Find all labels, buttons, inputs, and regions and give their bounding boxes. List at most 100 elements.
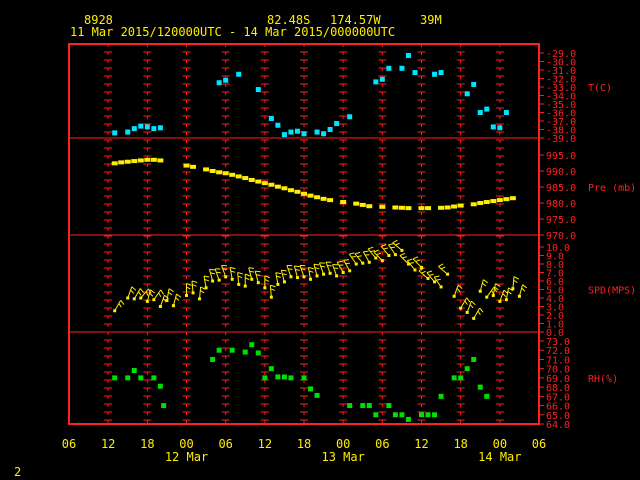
wind-barb-shaft	[191, 280, 194, 293]
pres-point	[274, 184, 281, 189]
wind-barb-feather	[399, 252, 406, 256]
wind-barb-point	[263, 286, 267, 290]
wind-barb-shaft	[127, 286, 133, 299]
x-axis-labels: 06 12 18 00 06 12 18 00 06 12 18 00 06	[62, 437, 546, 451]
wind-barb-shaft	[313, 264, 318, 277]
wind-barb-feather	[483, 279, 488, 284]
wind-barb	[418, 267, 430, 280]
wind-barb	[113, 300, 125, 313]
pres-point	[307, 193, 314, 198]
wind-barb-feather	[456, 288, 461, 292]
wind-barb	[354, 251, 365, 265]
y-tick-label: 980.0	[546, 199, 576, 210]
wind-barb	[392, 239, 404, 252]
wind-barb-shaft	[159, 295, 165, 307]
pres-point	[281, 186, 288, 191]
pres-point	[242, 176, 249, 181]
wind-barb-point	[439, 285, 443, 289]
wind-barb-feather	[200, 290, 205, 294]
wind-barb-point	[204, 286, 208, 290]
wind-barb-point	[393, 253, 397, 257]
pres-point	[503, 197, 510, 202]
wind-barb	[165, 288, 174, 303]
x-tick-label: 00	[179, 437, 193, 451]
wind-barb-point	[478, 289, 482, 293]
wind-barb	[362, 250, 371, 264]
wind-barb-point	[426, 276, 430, 280]
wind-barb-feather	[349, 252, 355, 255]
wind-barb	[152, 289, 165, 302]
y-tick-label: -38.0	[546, 126, 576, 137]
wind-barb	[504, 287, 514, 302]
y-tick-label: -30.0	[546, 58, 576, 69]
wind-barb-point	[413, 268, 417, 272]
rh-point	[262, 375, 268, 381]
station-lon: 174.57W	[330, 13, 381, 27]
wind-barb	[145, 289, 156, 303]
pres-point	[340, 200, 347, 205]
spd-series	[113, 239, 528, 320]
pres-point	[314, 195, 321, 200]
temp-point	[125, 129, 131, 135]
wind-barb-feather	[164, 294, 169, 300]
wind-barb-feather	[308, 266, 314, 270]
wind-barb-point	[282, 280, 286, 284]
y-tick-label: -37.0	[546, 117, 576, 128]
spd-axis-label: SPD(MPS)	[588, 286, 636, 297]
wind-barb-feather	[470, 300, 476, 306]
wind-barb-feather	[376, 252, 381, 256]
y-tick-label: 995.0	[546, 151, 576, 162]
wind-barb-shaft	[299, 265, 305, 277]
wind-barb	[313, 263, 320, 278]
wind-barb-point	[459, 306, 463, 310]
wind-barb-point	[276, 282, 280, 286]
pres-point	[190, 164, 197, 169]
wind-barb-feather	[363, 250, 369, 253]
wind-barb-point	[380, 259, 384, 263]
temp-point	[373, 79, 379, 85]
wind-barb-point	[511, 287, 515, 291]
pres-point	[457, 203, 464, 208]
wind-barb-feather	[175, 297, 180, 301]
wind-barb-shaft	[438, 266, 448, 275]
y-tick-label: 0.0	[546, 328, 564, 339]
wind-barb-point	[302, 275, 306, 279]
x-tick-label: 18	[140, 437, 154, 451]
wind-barb-feather	[248, 267, 255, 269]
wind-barb-shaft	[343, 260, 351, 272]
wind-barb-shaft	[367, 248, 377, 259]
y-tick-label: -35.0	[546, 100, 576, 111]
pres-point	[261, 181, 268, 186]
temp-point	[321, 131, 327, 137]
wind-barb-shaft	[380, 245, 390, 256]
wind-barb-shaft	[319, 262, 325, 275]
wind-barb-feather	[168, 291, 173, 296]
wind-barb-shaft	[505, 287, 509, 300]
wind-barb-shaft	[492, 283, 496, 296]
wind-barb-feather	[440, 266, 446, 270]
rh-point	[399, 412, 405, 418]
pres-point	[209, 169, 216, 173]
wind-barb-shaft	[275, 272, 279, 285]
grid-lines	[104, 44, 504, 424]
wind-barb-feather	[282, 273, 287, 276]
wind-barb-shaft	[209, 269, 214, 282]
wind-barb-feather	[495, 283, 501, 287]
temp-point	[268, 115, 274, 121]
wind-barb-feather	[494, 286, 499, 291]
wind-barb-point	[446, 272, 450, 276]
y-tick-label: -39.0	[546, 134, 576, 145]
y-tick-label: 1.0	[546, 320, 564, 331]
day-label: 13 Mar	[321, 450, 364, 464]
wind-barb-feather	[418, 267, 424, 272]
wind-barb	[126, 286, 137, 300]
wind-barb-point	[171, 304, 175, 308]
wind-barb-feather	[203, 275, 210, 278]
pres-point	[222, 171, 229, 176]
y-tick-label: 6.0	[546, 277, 564, 288]
wind-barb	[307, 266, 314, 281]
wind-barb-shaft	[229, 267, 233, 280]
wind-barb-point	[420, 265, 423, 269]
wind-barb-shaft	[486, 287, 495, 298]
y-tick-label: 970.0	[546, 231, 576, 242]
